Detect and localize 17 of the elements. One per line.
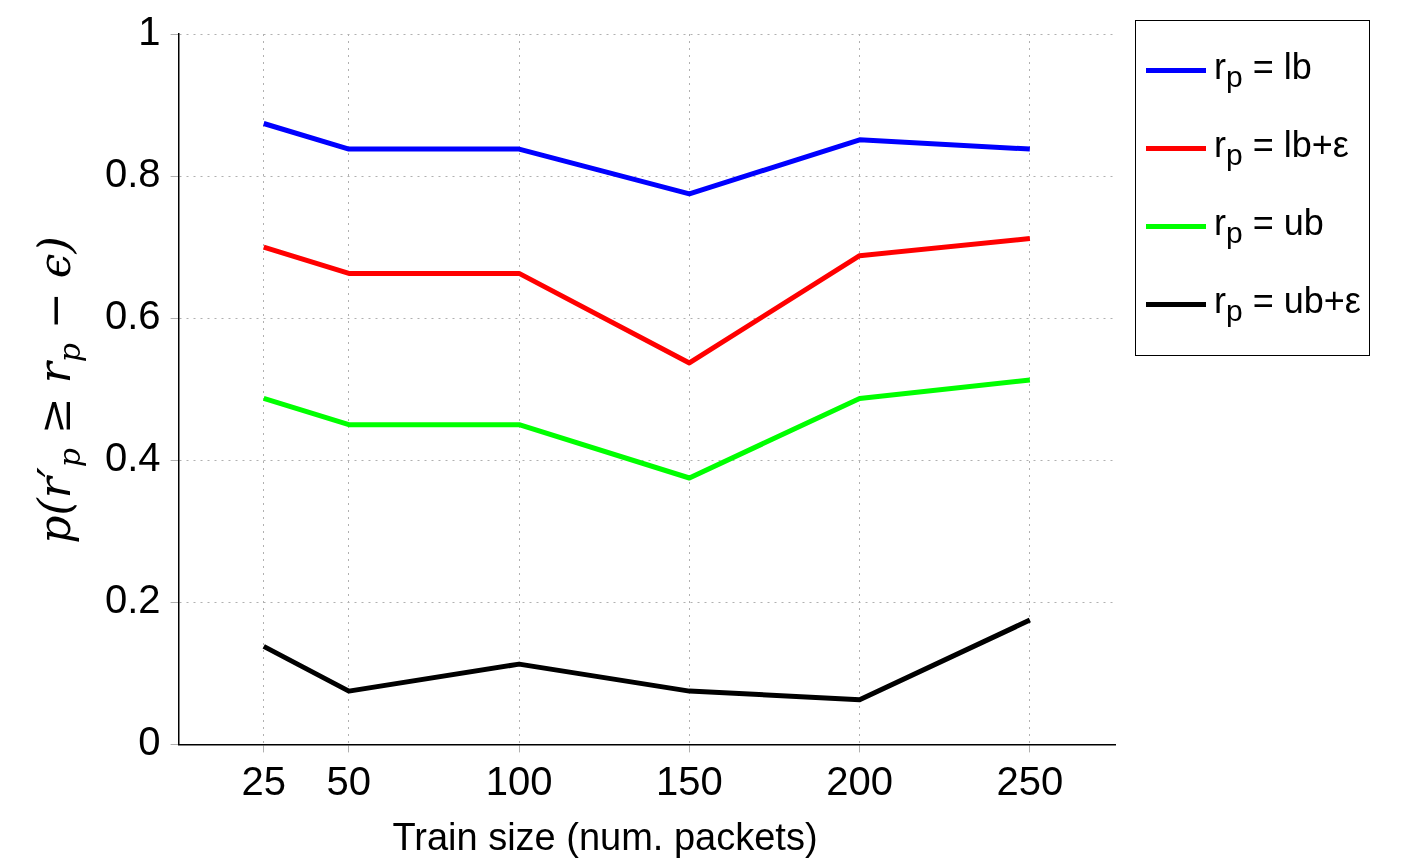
x-tick-label: 200 <box>826 759 893 804</box>
legend-label: r$_{p}$ = lb+ε <box>1214 123 1349 173</box>
y-tick-label: 0.8 <box>105 151 161 196</box>
x-tick-label: 50 <box>326 759 372 804</box>
y-tick-label: 0 <box>138 719 161 764</box>
y-tick-label: 0.2 <box>105 577 161 622</box>
x-tick-label: 250 <box>996 759 1064 804</box>
x-tick-label: 150 <box>655 759 723 804</box>
legend-label: r$_{p}$ = lb <box>1214 45 1312 95</box>
y-tick-label: 0.6 <box>105 293 161 338</box>
legend-label: r$_{p}$ = ub <box>1214 201 1324 251</box>
x-axis-title: Train size (num. packets) <box>392 815 818 858</box>
legend-label: r$_{p}$ = ub+ε <box>1214 279 1361 329</box>
y-tick-label: 0.4 <box>105 435 161 480</box>
y-tick-label: 1 <box>138 9 161 54</box>
x-tick-label: 25 <box>241 759 286 804</box>
x-tick-label: 100 <box>485 759 553 804</box>
